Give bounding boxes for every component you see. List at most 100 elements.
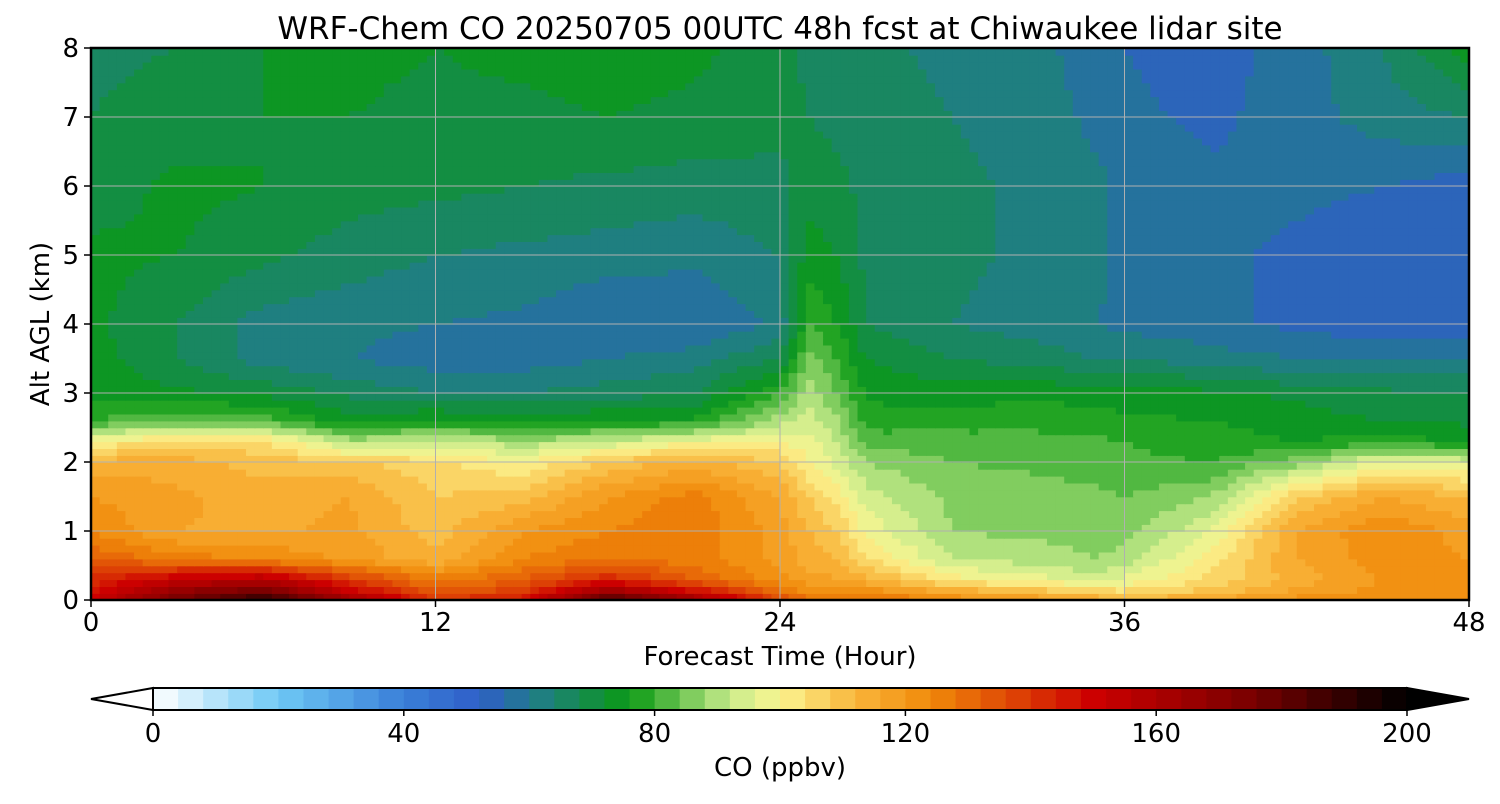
field-cell	[676, 420, 687, 429]
field-cell	[1081, 399, 1091, 408]
field-cell	[1253, 393, 1264, 401]
field-cell	[1460, 393, 1469, 401]
field-cell	[1055, 544, 1066, 553]
field-cell	[530, 503, 540, 512]
field-cell	[917, 489, 928, 498]
field-cell	[375, 427, 385, 436]
field-cell	[1400, 579, 1410, 587]
field-cell	[1322, 558, 1332, 567]
field-cell	[909, 448, 919, 456]
field-cell	[91, 393, 101, 401]
field-cell	[1038, 503, 1048, 512]
field-cell	[142, 455, 153, 463]
field-cell	[668, 510, 678, 518]
field-cell	[736, 399, 747, 408]
field-cell	[478, 593, 488, 600]
field-cell	[202, 462, 213, 470]
field-cell	[538, 572, 549, 581]
field-cell	[1417, 496, 1427, 505]
field-cell	[1150, 593, 1160, 600]
field-cell	[280, 586, 290, 594]
field-cell	[246, 393, 256, 401]
field-cell	[650, 434, 661, 443]
field-cell	[357, 544, 368, 553]
field-cell	[452, 565, 463, 574]
field-cell	[435, 551, 445, 560]
field-cell	[1038, 586, 1048, 594]
field-cell	[1210, 462, 1221, 470]
field-cell	[1313, 448, 1324, 456]
field-cell	[607, 399, 618, 408]
field-cell	[194, 593, 204, 600]
field-cell	[1055, 462, 1066, 470]
field-cell	[891, 475, 902, 484]
field-cell	[99, 406, 110, 415]
field-cell	[383, 468, 394, 477]
field-cell	[599, 434, 609, 443]
field-cell	[1202, 558, 1212, 567]
field-cell	[1270, 386, 1281, 394]
field-cell	[1150, 510, 1160, 518]
field-cell	[409, 448, 420, 456]
field-cell	[1313, 579, 1324, 587]
field-cell	[366, 558, 377, 567]
field-cell	[108, 537, 118, 546]
field-cell	[960, 482, 971, 491]
field-cell	[202, 434, 213, 443]
field-cell	[1305, 572, 1315, 581]
field-cell	[599, 586, 609, 594]
field-cell	[788, 441, 799, 449]
field-cell	[314, 455, 325, 463]
field-cell	[573, 551, 583, 560]
field-cell	[1081, 496, 1091, 505]
field-cell	[978, 558, 988, 567]
field-cell	[823, 565, 833, 574]
field-cell	[1331, 510, 1341, 518]
field-cell	[426, 565, 437, 574]
field-cell	[633, 434, 643, 443]
field-cell	[1331, 427, 1341, 436]
field-cell	[392, 413, 402, 422]
field-cell	[1245, 386, 1255, 394]
field-cell	[1348, 517, 1358, 525]
field-cell	[185, 427, 196, 436]
field-cell	[513, 558, 523, 567]
field-cell	[599, 503, 609, 512]
field-cell	[1133, 455, 1143, 463]
field-cell	[1046, 455, 1057, 463]
field-cell	[340, 537, 351, 546]
field-cell	[1012, 586, 1022, 594]
field-cell	[1296, 482, 1307, 491]
field-cell	[1090, 420, 1100, 429]
field-cell	[1322, 579, 1332, 587]
field-cell	[1176, 565, 1186, 574]
field-cell	[1460, 462, 1469, 470]
field-cell	[650, 406, 661, 415]
field-cell	[530, 393, 540, 401]
field-cell	[1408, 434, 1419, 443]
field-cell	[693, 586, 704, 594]
field-cell	[401, 544, 411, 553]
field-cell	[91, 468, 101, 477]
field-cell	[194, 482, 204, 491]
field-cell	[134, 517, 144, 525]
field-cell	[1029, 544, 1040, 553]
field-cell	[280, 448, 290, 456]
field-cell	[556, 455, 566, 463]
field-cell	[1313, 586, 1324, 594]
field-cell	[1055, 565, 1066, 574]
field-cell	[1210, 427, 1221, 436]
field-cell	[1184, 517, 1195, 525]
field-cell	[375, 468, 385, 477]
field-cell	[340, 524, 351, 532]
field-cell	[349, 420, 359, 429]
field-cell	[1167, 413, 1177, 422]
field-cell	[1141, 441, 1152, 449]
field-cell	[1210, 406, 1221, 415]
field-cell	[1339, 489, 1350, 498]
field-cell	[960, 517, 971, 525]
field-cell	[762, 579, 773, 587]
field-cell	[952, 489, 962, 498]
field-cell	[220, 379, 230, 387]
field-cell	[409, 455, 420, 463]
